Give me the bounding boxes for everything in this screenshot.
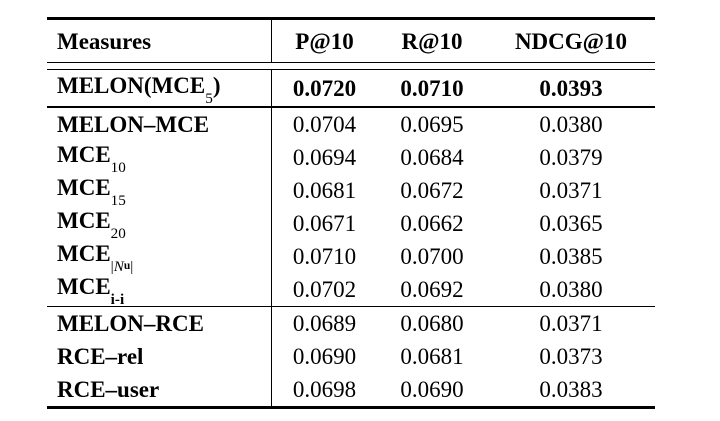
metric-value: 0.0694 xyxy=(292,144,357,170)
metric-value: 0.0681 xyxy=(400,344,464,369)
metric-value: 0.0710 xyxy=(292,243,357,269)
measure-label: MCE10 xyxy=(47,140,272,176)
table-row: RCE–rel 0.0690 0.0681 0.0373 xyxy=(47,340,655,373)
metric-value: 0.0662 xyxy=(400,210,464,236)
table-row: MCE10 0.0694 0.0684 0.0379 xyxy=(47,140,655,176)
header-row: Measures P@10 R@10 NDCG@10 xyxy=(47,20,655,62)
metric-value: 0.0380 xyxy=(539,111,603,137)
label-text: ) xyxy=(212,73,221,99)
metric-value: 0.0689 xyxy=(292,311,357,336)
label-subscript: 20 xyxy=(110,224,126,242)
metric-value: 0.0690 xyxy=(400,377,464,402)
header-separator-double-rule xyxy=(47,62,655,70)
metric-value: 0.0690 xyxy=(292,344,357,369)
measure-label: RCE–user xyxy=(47,373,272,406)
table-row: RCE–user 0.0698 0.0690 0.0383 xyxy=(47,373,655,406)
metric-value: 0.0671 xyxy=(292,210,357,236)
table-row: MCE|Nu| 0.0710 0.0700 0.0385 xyxy=(47,239,655,275)
label-text: MCE xyxy=(57,208,111,234)
table-row: MCEi-i 0.0702 0.0692 0.0380 xyxy=(47,272,655,308)
column-header-r10: R@10 xyxy=(401,28,463,54)
metric-value: 0.0371 xyxy=(539,177,603,203)
label-text: RCE–user xyxy=(57,377,160,402)
measure-label: MCE15 xyxy=(47,173,272,209)
label-subscript: u xyxy=(123,259,131,272)
bottom-rule xyxy=(47,406,655,409)
metric-value: 0.0710 xyxy=(400,75,464,101)
column-header-p10: P@10 xyxy=(295,28,354,54)
metric-value: 0.0383 xyxy=(539,377,603,402)
metric-value: 0.0702 xyxy=(292,276,357,302)
label-text: MCE xyxy=(57,175,111,201)
table-row: MELON(MCE5) 0.0720 0.0710 0.0393 xyxy=(47,70,655,106)
label-text: MELON–RCE xyxy=(57,311,204,336)
measure-label: MELON–RCE xyxy=(47,307,272,340)
table-row: MELON–MCE 0.0704 0.0695 0.0380 xyxy=(47,107,655,141)
results-table: Measures P@10 R@10 NDCG@10 MELON(MCE5) 0.… xyxy=(47,17,655,409)
table-row: MCE15 0.0681 0.0672 0.0371 xyxy=(47,173,655,209)
metric-value: 0.0379 xyxy=(539,144,603,170)
metric-value: 0.0704 xyxy=(292,111,357,137)
metric-value: 0.0720 xyxy=(292,75,357,101)
label-text: RCE–rel xyxy=(57,344,144,369)
label-subscript: 5 xyxy=(205,89,213,107)
table-row: MCE20 0.0671 0.0662 0.0365 xyxy=(47,206,655,242)
measure-label: MELON–MCE xyxy=(47,107,272,141)
metric-value: 0.0373 xyxy=(539,344,603,369)
section-separator-rule xyxy=(47,106,655,108)
metric-value: 0.0393 xyxy=(539,75,603,101)
column-header-measures: Measures xyxy=(47,20,272,62)
label-subscript: 10 xyxy=(110,158,126,176)
metric-value: 0.0698 xyxy=(292,377,357,402)
table-row: MELON–RCE 0.0689 0.0680 0.0371 xyxy=(47,307,655,340)
metric-value: 0.0681 xyxy=(292,177,357,203)
label-text: MCE xyxy=(57,241,111,267)
label-subscript: | xyxy=(130,257,134,275)
metric-value: 0.0680 xyxy=(400,311,464,336)
measure-label: MCE|Nu| xyxy=(47,239,272,275)
label-text: MELON(MCE xyxy=(57,73,206,99)
table-body: MELON(MCE5) 0.0720 0.0710 0.0393 MELON–MCE 0.… xyxy=(47,70,655,406)
label-text: MELON–MCE xyxy=(57,111,210,137)
metric-value: 0.0692 xyxy=(400,276,464,302)
measure-label: RCE–rel xyxy=(47,340,272,373)
section-separator-rule xyxy=(47,305,655,307)
column-header-ndcg10: NDCG@10 xyxy=(514,28,628,54)
metric-value: 0.0385 xyxy=(539,243,603,269)
metric-value: 0.0380 xyxy=(539,276,603,302)
label-subscript: 15 xyxy=(110,191,126,209)
metric-value: 0.0695 xyxy=(400,111,464,137)
metric-value: 0.0684 xyxy=(400,144,464,170)
label-subscript: | xyxy=(110,257,114,275)
top-rule xyxy=(47,17,655,20)
measure-label: MCE20 xyxy=(47,206,272,242)
label-subscript: i-i xyxy=(110,290,125,308)
metric-value: 0.0672 xyxy=(400,177,464,203)
label-subscript: N xyxy=(113,257,124,275)
measure-label: MCEi-i xyxy=(47,272,272,308)
metric-value: 0.0371 xyxy=(539,311,603,336)
metric-value: 0.0700 xyxy=(400,243,464,269)
metric-value: 0.0365 xyxy=(539,210,603,236)
measure-label: MELON(MCE5) xyxy=(47,70,272,106)
label-text: MCE xyxy=(57,142,111,168)
label-text: MCE xyxy=(57,274,111,300)
